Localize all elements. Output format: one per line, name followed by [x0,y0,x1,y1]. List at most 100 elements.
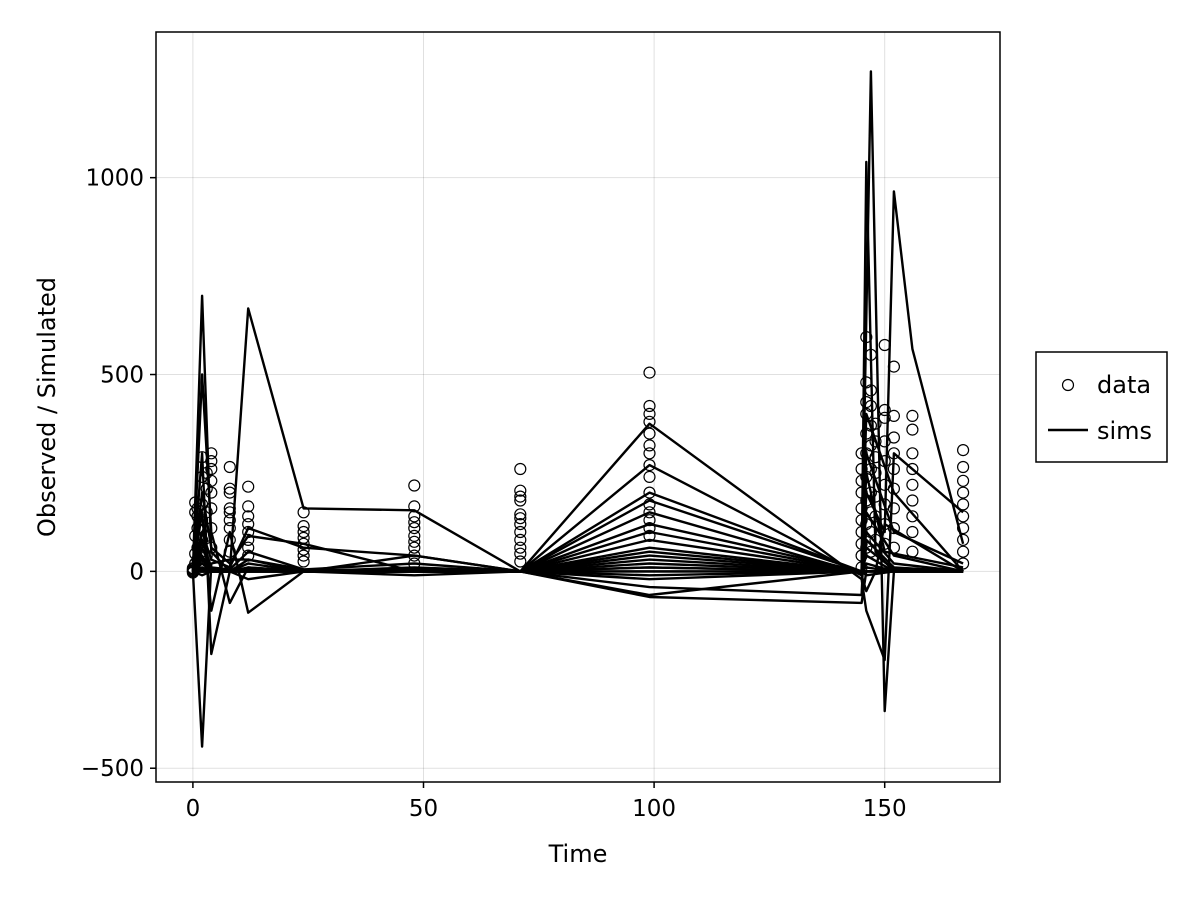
data-point [514,484,527,497]
data-point [864,545,878,558]
data-point [860,396,873,409]
data-point [297,531,310,545]
data-point [408,500,421,513]
data-point [878,338,891,352]
data-point [186,566,199,579]
data-point [906,447,919,460]
data-point [242,500,255,513]
data-point [906,525,919,539]
plot-frame [155,31,1001,783]
data-point [408,557,421,570]
data-point [205,502,218,515]
data-point [408,535,421,548]
data-point [869,510,882,523]
data-point [297,543,310,556]
x-tick-label: 0 [186,796,201,822]
data-point [514,508,527,521]
legend: data sims [1035,351,1168,463]
data-point [514,541,527,554]
data-point [643,486,656,499]
data-point [408,521,421,535]
data-point [864,399,878,413]
data-point [514,512,527,525]
data-series [186,331,970,579]
data-point [223,521,236,535]
data-point [223,514,236,527]
data-point [408,516,421,529]
data-point [956,486,970,499]
data-point [297,519,310,533]
data-point [223,533,236,547]
data-point [864,439,878,452]
data-point [956,545,970,558]
data-point [200,506,213,519]
data-point [205,541,218,554]
data-point [297,537,310,550]
y-axis-label: Observed / Simulated [33,277,61,537]
data-point [514,547,527,560]
y-tick-label: −500 [81,756,144,782]
data-point [855,447,868,460]
data-point [223,460,236,474]
y-tick-label: 0 [129,559,144,585]
data-point [906,409,919,422]
data-point [643,514,656,527]
data-point [408,510,421,523]
data-point [223,545,236,558]
data-point [643,498,656,511]
data-point [643,506,656,519]
data-point [242,480,255,493]
data-point [205,486,218,499]
data-point [643,415,656,428]
y-axis-ticks: −500 0 500 1000 [81,166,156,782]
data-point [887,541,901,554]
data-point [643,459,656,472]
data-point [205,474,218,487]
data-point [864,462,878,476]
data-point [223,486,236,499]
data-point [956,498,970,511]
data-point [956,533,970,547]
data-point [864,348,878,361]
data-point [906,478,919,491]
sims-line [192,570,964,605]
data-point [297,525,310,539]
data-point [906,423,919,436]
data-point [956,510,970,523]
y-tick-label: 1000 [85,166,144,192]
data-point [643,399,656,413]
legend-box [1035,351,1168,463]
data-point [514,490,527,503]
data-point [869,466,882,479]
data-point [514,462,527,476]
data-point [869,490,882,503]
data-point [906,510,919,523]
data-point [855,561,868,574]
data-point [242,541,255,554]
legend-data-marker [1061,378,1075,392]
x-tick-label: 150 [863,796,907,822]
data-point [878,411,891,424]
data-point [408,541,421,554]
data-point [408,549,421,562]
data-point [887,482,901,495]
data-point [242,533,255,547]
data-point [514,494,527,507]
data-point [878,455,891,468]
data-point [643,521,656,535]
data-point [887,447,901,460]
y-tick-label: 500 [100,363,144,389]
data-point [906,545,919,558]
data-point [242,510,255,523]
data-point [887,409,901,422]
data-point [869,435,882,448]
data-point [189,496,202,509]
data-point [643,439,656,452]
data-point [205,455,218,468]
data-point [196,533,209,547]
data-point [242,549,255,562]
data-point [643,407,656,420]
